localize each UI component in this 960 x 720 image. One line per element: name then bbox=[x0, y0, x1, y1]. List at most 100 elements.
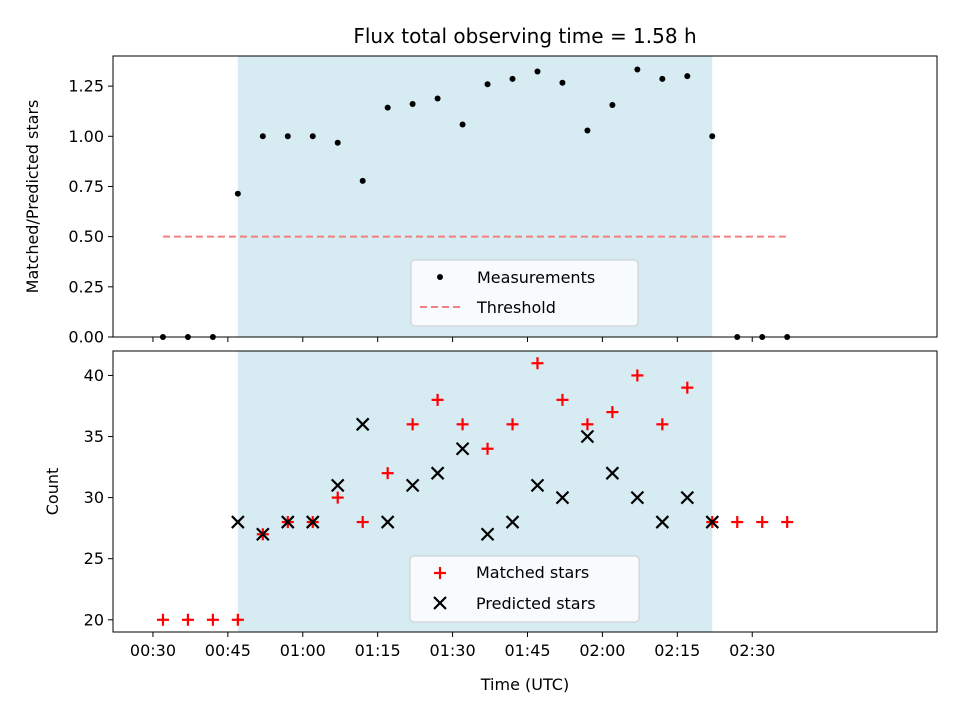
bottom-legend-box bbox=[409, 555, 640, 623]
y-tick-label: 20 bbox=[84, 610, 104, 629]
predicted-stars-point bbox=[630, 490, 645, 505]
measurement-point bbox=[459, 121, 466, 128]
measurement-point bbox=[559, 79, 566, 86]
x-tick-label: 02:30 bbox=[729, 641, 775, 660]
predicted-stars-point bbox=[281, 515, 295, 529]
x-tick-label: 01:15 bbox=[355, 641, 401, 660]
matched-stars-point bbox=[506, 418, 519, 431]
predicted-stars-point bbox=[305, 515, 320, 529]
y-tick-label: 30 bbox=[84, 488, 104, 507]
x-tick-label: 01:30 bbox=[430, 641, 476, 660]
predicted-stars-point bbox=[455, 441, 470, 456]
top-legend: Measurements Threshold bbox=[410, 259, 639, 327]
y-tick-label: 1.00 bbox=[68, 127, 104, 146]
measurement-point bbox=[484, 81, 491, 88]
matched-stars-point bbox=[381, 467, 394, 480]
matched-stars-point bbox=[181, 613, 194, 626]
bottom-plot-frame bbox=[112, 350, 938, 633]
y-tick-label: 0.25 bbox=[68, 277, 104, 296]
matched-stars-point bbox=[156, 613, 169, 626]
predicted-stars-point bbox=[231, 515, 245, 529]
x-tick-label: 01:00 bbox=[280, 641, 326, 660]
ratio-panel: 0.00 0.25 0.50 0.75 1.00 1.25 Matched/Predict… bbox=[23, 55, 938, 347]
measurement-point bbox=[234, 190, 241, 197]
matched-stars-point bbox=[556, 393, 569, 406]
y-tick-label: 40 bbox=[84, 366, 104, 385]
matched-stars-point bbox=[681, 381, 694, 394]
legend-measurements-marker bbox=[437, 274, 443, 280]
matched-stars-point bbox=[356, 516, 369, 529]
measurement-point bbox=[709, 133, 716, 140]
matched-stars-point bbox=[531, 357, 544, 370]
x-tick-label: 01:45 bbox=[504, 641, 550, 660]
bottom-y-axis-ticks: 20 25 30 35 40 bbox=[84, 366, 113, 629]
y-tick-label: 25 bbox=[84, 549, 104, 568]
predicted-stars-point bbox=[555, 490, 570, 505]
measurement-point bbox=[359, 177, 366, 184]
matched-stars-point bbox=[656, 418, 669, 431]
predicted-stars-point bbox=[405, 478, 420, 493]
y-tick-label: 35 bbox=[84, 427, 104, 446]
measurement-point bbox=[659, 75, 666, 82]
predicted-stars-point bbox=[705, 515, 720, 529]
measurement-point bbox=[534, 68, 541, 75]
predicted-stars-point bbox=[530, 478, 545, 493]
matched-stars-point bbox=[331, 491, 344, 504]
chart-title: Flux total observing time = 1.58 h bbox=[353, 24, 696, 48]
measurement-point bbox=[284, 133, 291, 140]
x-tick-label: 02:00 bbox=[579, 641, 625, 660]
predicted-stars-point bbox=[680, 490, 695, 505]
bottom-legend: Matched stars Predicted stars bbox=[409, 555, 640, 623]
predicted-stars-point bbox=[580, 429, 595, 444]
measurement-point bbox=[509, 75, 516, 82]
predicted-stars-point bbox=[505, 515, 520, 529]
measurement-point bbox=[259, 133, 266, 140]
legend-matched-label: Matched stars bbox=[476, 563, 589, 582]
measurement-point bbox=[584, 127, 591, 134]
measurement-point bbox=[434, 95, 441, 102]
legend-measurements-label: Measurements bbox=[477, 268, 595, 287]
predicted-stars-point bbox=[355, 417, 370, 432]
predicted-stars-point bbox=[480, 527, 495, 542]
top-series-layer bbox=[159, 66, 791, 340]
predicted-stars-point bbox=[380, 515, 395, 529]
matched-stars-point bbox=[431, 393, 444, 406]
x-tick-label: 00:45 bbox=[205, 641, 251, 660]
measurement-point bbox=[384, 104, 391, 111]
legend-predicted-label: Predicted stars bbox=[476, 594, 596, 613]
matched-stars-point bbox=[231, 613, 244, 626]
legend-threshold-label: Threshold bbox=[476, 298, 556, 317]
top-y-axis-ticks: 0.00 0.25 0.50 0.75 1.00 1.25 bbox=[68, 77, 113, 347]
y-tick-label: 0.50 bbox=[68, 227, 104, 246]
predicted-stars-point bbox=[655, 515, 670, 529]
count-panel: 20 25 30 35 40 00:30 00:45 01:00 01:15 01:30 01:4… bbox=[43, 350, 938, 694]
top-x-axis-ticks bbox=[152, 337, 753, 342]
matched-stars-point bbox=[581, 418, 594, 431]
predicted-stars-point bbox=[605, 466, 620, 480]
matched-stars-point bbox=[781, 516, 794, 529]
matched-stars-point bbox=[606, 406, 619, 419]
legend-matched-marker bbox=[434, 567, 446, 579]
top-y-axis-label: Matched/Predicted stars bbox=[23, 100, 42, 294]
predicted-stars-point bbox=[330, 478, 345, 493]
y-tick-label: 1.25 bbox=[68, 77, 104, 96]
measurement-point bbox=[409, 100, 416, 107]
bottom-series-layer bbox=[156, 357, 794, 626]
matched-stars-point bbox=[206, 613, 219, 626]
x-tick-label: 00:30 bbox=[130, 641, 176, 660]
matched-stars-point bbox=[456, 418, 469, 431]
x-tick-label: 02:15 bbox=[654, 641, 700, 660]
matched-stars-point bbox=[406, 418, 419, 431]
matched-stars-point bbox=[731, 516, 744, 529]
measurement-point bbox=[609, 101, 616, 108]
measurement-point bbox=[334, 139, 341, 146]
predicted-stars-point bbox=[430, 466, 445, 480]
top-plot-frame bbox=[112, 55, 938, 338]
y-tick-label: 0.00 bbox=[68, 328, 104, 347]
x-axis-label: Time (UTC) bbox=[480, 675, 569, 694]
bottom-x-axis-ticks: 00:30 00:45 01:00 01:15 01:30 01:45 02:00 02:15… bbox=[130, 632, 775, 660]
matched-stars-point bbox=[756, 516, 769, 529]
matched-stars-point bbox=[631, 369, 644, 382]
matched-stars-point bbox=[481, 442, 494, 455]
